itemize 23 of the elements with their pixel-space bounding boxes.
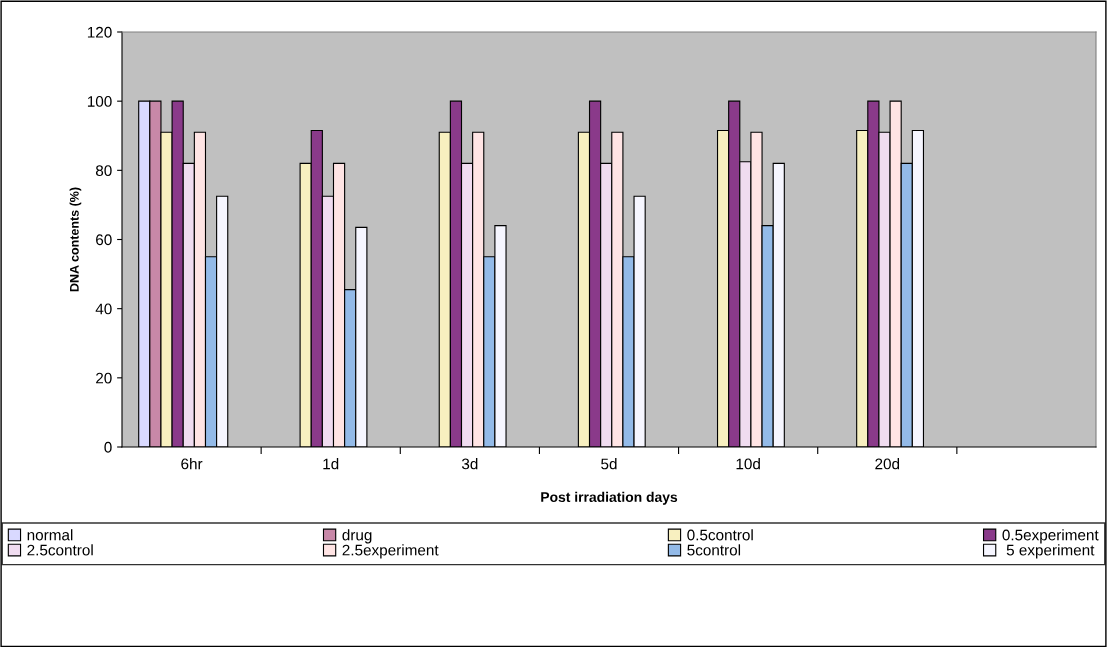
x-tick-label: 3d <box>461 458 478 470</box>
legend-label: 2.5control <box>27 544 93 556</box>
legend-label: 0.5experiment <box>1002 529 1099 544</box>
y-tick-label: 40 <box>95 303 112 315</box>
x-tick-label: 5d <box>601 458 617 470</box>
x-tick-label: 20d <box>875 458 900 470</box>
y-tick-label: 100 <box>87 96 112 107</box>
legend-label: 2.5experiment <box>342 544 439 559</box>
legend-label: drug <box>342 529 372 544</box>
y-tick-label: 120 <box>87 26 112 38</box>
y-axis-title: DNA contents (%) <box>69 187 82 292</box>
x-tick-label: 10d <box>736 458 760 470</box>
legend-label: normal <box>27 529 73 541</box>
y-tick-label: 20 <box>96 372 112 384</box>
x-tick-label: 6hr <box>181 458 203 470</box>
legend-label: 5 experiment <box>1006 544 1095 559</box>
y-tick-label: 60 <box>96 234 112 246</box>
legend-label: 5control <box>687 544 741 556</box>
x-tick-label: 1d <box>323 458 339 470</box>
y-tick-label: 80 <box>95 165 112 177</box>
x-axis-title: Post irradiation days <box>541 491 678 505</box>
legend-label: 0.5control <box>687 529 753 541</box>
y-tick-label: 0 <box>104 441 112 453</box>
